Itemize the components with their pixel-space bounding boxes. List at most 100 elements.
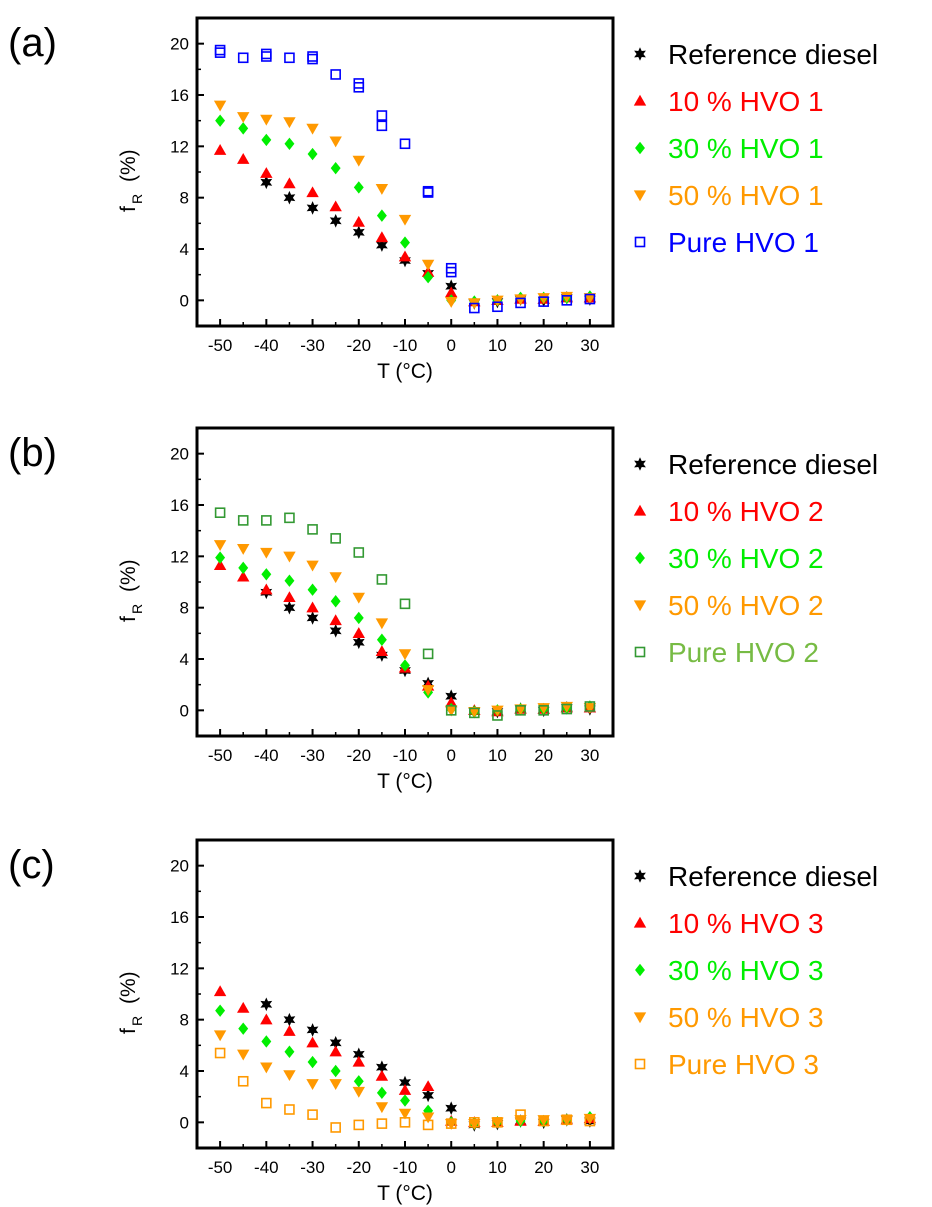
- data-point: [306, 1023, 319, 1037]
- legend-marker: [633, 504, 647, 516]
- x-tick-label: 0: [446, 336, 455, 355]
- data-point: [400, 659, 410, 672]
- data-point: [283, 1025, 296, 1036]
- series-pure-hvo-1: [214, 44, 596, 314]
- data-point: [260, 1062, 273, 1074]
- data-point: [283, 591, 296, 603]
- data-point: [352, 627, 365, 638]
- data-point: [214, 507, 226, 519]
- data-point: [215, 1004, 226, 1017]
- data-point: [330, 1122, 341, 1133]
- y-axis-label-unit: (%): [117, 971, 140, 1004]
- data-point: [283, 600, 296, 615]
- x-tick-label: -30: [300, 746, 325, 765]
- x-tick-label: 20: [534, 336, 553, 355]
- legend-entry: 10 % HVO 3: [668, 908, 824, 939]
- data-point: [260, 114, 273, 126]
- data-point: [399, 1075, 411, 1090]
- data-point: [376, 574, 388, 585]
- data-point: [400, 1094, 410, 1107]
- y-axis-label-unit: (%): [117, 149, 140, 182]
- data-point: [306, 560, 319, 572]
- x-tick-label: 20: [534, 746, 553, 765]
- data-point: [469, 707, 480, 719]
- legend-entry: 50 % HVO 3: [668, 1002, 824, 1033]
- data-point: [238, 1022, 249, 1035]
- data-point: [445, 286, 458, 298]
- x-tick-label: -20: [346, 336, 371, 355]
- x-tick-label: -10: [393, 1158, 418, 1177]
- data-point: [514, 704, 527, 716]
- data-point: [423, 271, 434, 284]
- y-tick-label: 16: [170, 908, 189, 927]
- y-tick-label: 0: [180, 701, 189, 720]
- data-point: [283, 190, 296, 205]
- plot-frame: [195, 838, 615, 1150]
- data-point: [261, 48, 272, 60]
- data-point: [375, 1069, 389, 1081]
- data-point: [492, 301, 503, 313]
- data-point: [261, 51, 272, 62]
- data-point: [561, 1114, 573, 1126]
- data-point: [306, 1079, 319, 1091]
- panel-label: (b): [8, 431, 57, 475]
- data-point: [237, 112, 250, 124]
- data-point: [284, 137, 295, 150]
- data-point: [306, 201, 319, 215]
- data-point: [260, 547, 273, 559]
- data-point: [307, 583, 318, 596]
- x-tick-label: 10: [488, 1158, 507, 1177]
- data-point: [260, 997, 273, 1012]
- data-point: [237, 1049, 250, 1061]
- series-10-hvo-2: [213, 559, 597, 717]
- legend-entry: 30 % HVO 2: [668, 543, 824, 574]
- data-point: [584, 701, 596, 712]
- data-point: [213, 985, 227, 997]
- data-point: [400, 236, 410, 249]
- legend-entry: 30 % HVO 3: [668, 955, 824, 986]
- legend-entry: Pure HVO 2: [668, 637, 819, 668]
- data-point: [514, 294, 527, 306]
- data-point: [421, 259, 435, 271]
- data-point: [260, 583, 273, 595]
- y-tick-label: 16: [170, 86, 189, 105]
- x-axis-label: T (°C): [377, 360, 433, 383]
- data-point: [375, 184, 389, 195]
- data-point: [352, 215, 365, 227]
- data-point: [353, 1075, 364, 1088]
- data-point: [376, 110, 388, 121]
- data-point: [398, 1108, 412, 1120]
- data-point: [215, 114, 226, 127]
- data-point: [214, 47, 226, 58]
- legend-entry: 10 % HVO 2: [668, 496, 824, 527]
- legend-marker: [635, 141, 645, 155]
- series-50-hvo-3: [213, 1030, 597, 1130]
- data-point: [261, 515, 272, 526]
- data-point: [237, 543, 250, 555]
- legend-marker: [635, 963, 645, 977]
- data-point: [353, 611, 364, 625]
- data-point: [445, 1118, 457, 1129]
- y-axis-label-subscript: R: [129, 1016, 145, 1026]
- data-point: [307, 1109, 318, 1120]
- chart-panel-c: (c) -50 -40 -30 -20 -10 0 10 20 30 0 4 8 12 16 20 T (°C)…: [8, 838, 878, 1205]
- data-point: [306, 1036, 319, 1048]
- y-tick-label: 8: [180, 189, 189, 208]
- data-point: [399, 598, 411, 610]
- data-point: [376, 209, 387, 222]
- y-tick-label: 12: [170, 547, 189, 566]
- data-point: [561, 703, 573, 715]
- data-point: [584, 1115, 596, 1127]
- data-point: [445, 279, 458, 293]
- x-tick-label: -50: [208, 336, 233, 355]
- y-axis-label-symbol: f: [117, 616, 140, 622]
- data-point: [307, 53, 318, 65]
- data-point: [329, 572, 342, 584]
- x-tick-label: 0: [446, 1158, 455, 1177]
- legend-entry: 10 % HVO 1: [668, 86, 824, 117]
- x-tick-label: -30: [300, 1158, 325, 1177]
- data-point: [284, 512, 295, 524]
- y-tick-label: 4: [180, 650, 189, 669]
- data-point: [492, 710, 503, 721]
